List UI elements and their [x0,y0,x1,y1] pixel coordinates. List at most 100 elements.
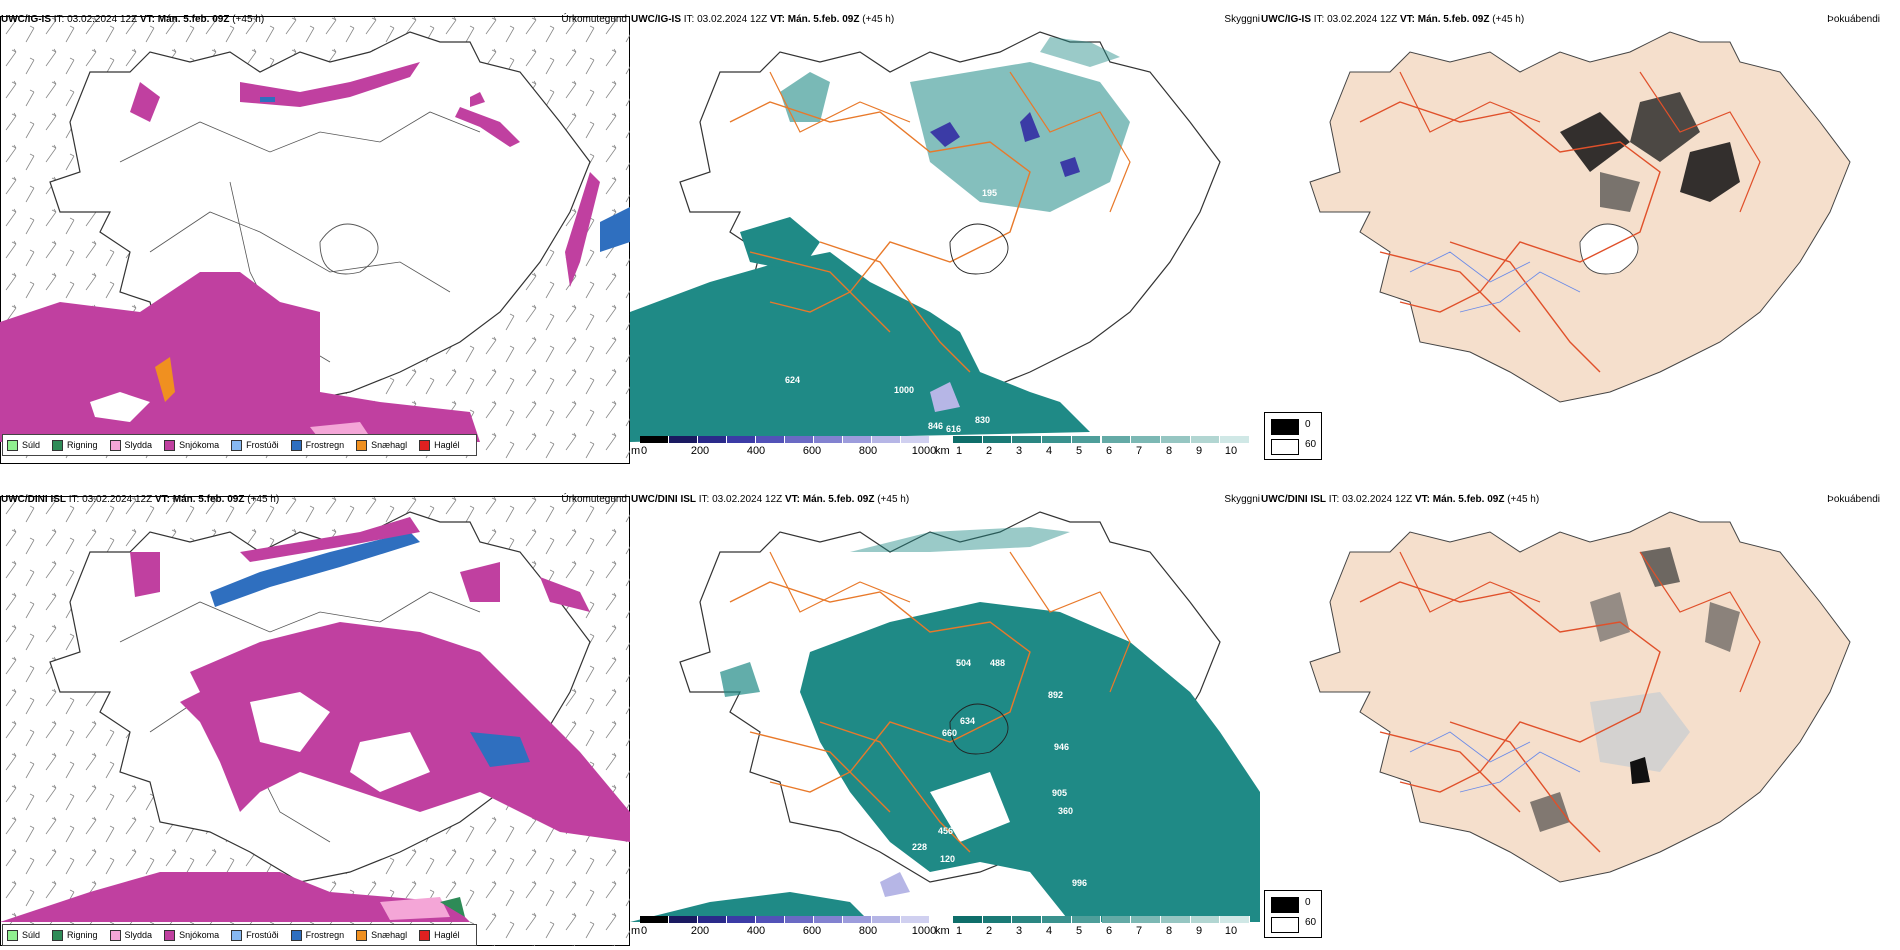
colorbar-segments [640,436,930,444]
legend-label: Snæhagl [371,930,408,940]
legend-swatch [290,439,302,451]
legend-label: Slydda [124,440,153,450]
colorbar-tick: 1000 [911,925,937,937]
colorbar-tick: 0 [640,925,648,937]
colorbar-segment [727,436,756,443]
legend-label: Frostúði [246,930,279,940]
fog-legend: 0 60 [1264,412,1322,460]
legend-label: Frostúði [246,440,279,450]
init-time: IT: 03.02.2024 12Z [1328,494,1413,505]
legend-swatch [419,929,431,941]
init-time: IT: 03.02.2024 12Z [1313,14,1398,25]
legend-label: Súld [22,930,41,940]
colorbar-tick: 200 [690,445,710,457]
colorbar-segment [1131,916,1161,923]
legend-item: Snæhagl [356,439,407,451]
colorbar-tick: 9 [1195,925,1203,937]
cloud-map [630,31,1221,442]
colorbar-unit: km [935,445,950,457]
colorbar-segment [698,436,727,443]
panel-header: UWC/DINI ISL IT: 03.02.2024 12Z VT: Mán.… [631,494,909,505]
legend-label: Rigning [67,930,98,940]
legend-label: Haglél [434,440,460,450]
fog-swatch-low [1271,917,1299,933]
model-name: UWC/DINI ISL [631,494,696,505]
init-time: IT: 03.02.2024 12Z [683,14,768,25]
cloud-base-colorbar: m 0 200 400 600 800 1000 [630,916,940,940]
model-name: UWC/IG-IS [1261,14,1311,25]
precip-panel-dini: UWC/DINI ISL IT: 03.02.2024 12Z VT: Mán.… [0,492,630,950]
cloud-label: 120 [940,854,956,864]
fog-label-high: 0 [1305,419,1311,430]
colorbar-segment [814,436,843,443]
colorbar-segment [872,916,901,923]
cloud-label: 195 [982,188,998,198]
panel-title: Skyggni [1224,14,1260,25]
cloud-label: 624 [785,375,801,385]
colorbar-tick: 1000 [911,445,937,457]
legend-item: Rigning [52,929,98,941]
precip-legend: Súld Rigning Slydda Snjókoma Frostúði Fr… [2,434,477,456]
colorbar-segment [1012,436,1043,443]
legend-swatch [52,439,64,451]
cloud-label: 946 [1054,742,1070,752]
legend-label: Súld [22,440,41,450]
colorbar-tick: 2 [985,445,993,457]
init-time: IT: 03.02.2024 12Z [698,494,783,505]
iceland-outline [1309,511,1851,883]
colorbar-segment [756,436,785,443]
colorbar-segment [1190,436,1221,443]
legend-item: Frostregn [290,929,344,941]
legend-swatch [52,929,64,941]
legend-item: Haglél [419,929,460,941]
colorbar-tick: 200 [690,925,710,937]
init-time: IT: 03.02.2024 12Z [68,494,153,505]
cloud-map [630,511,1260,922]
colorbar-tick: 5 [1075,925,1083,937]
iceland-outline [1309,31,1851,403]
colorbar-tick: 8 [1165,925,1173,937]
cloud-label: 504 [956,658,972,668]
colorbar-tick: 6 [1105,925,1113,937]
panel-title: Úrkomutegund [561,14,627,25]
colorbar-segment [1160,916,1191,923]
visibility-colorbar: km 1 2 3 4 5 6 7 8 9 10 [935,436,1255,460]
panel-header: UWC/IG-IS IT: 03.02.2024 12Z VT: Mán. 5.… [1261,14,1524,25]
lead-time: (+45 h) [232,14,265,25]
colorbar-tick: 600 [802,925,822,937]
fog-panel-dini: UWC/DINI ISL IT: 03.02.2024 12Z VT: Mán.… [1260,492,1890,950]
valid-prefix: VT: [154,494,170,505]
colorbar-tick: 7 [1135,925,1143,937]
fog-label-high: 0 [1305,897,1311,908]
colorbar-segment [1101,916,1132,923]
legend-label: Rigning [67,440,98,450]
cloud-label: 996 [1072,878,1088,888]
colorbar-segment [1131,436,1161,443]
colorbar-segment [1220,916,1250,923]
colorbar-tick: 10 [1224,445,1238,457]
colorbar-segment [698,916,727,923]
fog-label-low: 60 [1305,439,1317,450]
legend-item: Frostúði [231,439,279,451]
colorbar-segment [1012,916,1043,923]
colorbar-unit: km [935,925,950,937]
cloud-label: 1000 [894,385,915,395]
fog-panel-igis: UWC/IG-IS IT: 03.02.2024 12Z VT: Mán. 5.… [1260,12,1890,464]
cloud-label: 830 [975,415,991,425]
colorbar-tick: 600 [802,445,822,457]
legend-label: Snjókoma [179,440,220,450]
cloud-label: 228 [912,842,928,852]
lead-time: (+45 h) [1507,494,1540,505]
colorbar-tick: 800 [858,925,878,937]
panel-header: UWC/IG-IS IT: 03.02.2024 12Z VT: Mán. 5.… [631,14,894,25]
precip-map [0,16,630,464]
valid-prefix: VT: [139,14,155,25]
valid-time: Mán. 5.feb. 09Z [787,14,860,25]
colorbar-tick: 400 [746,445,766,457]
colorbar-tick: 3 [1015,925,1023,937]
colorbar-segment [756,916,785,923]
legend-swatch [164,439,176,451]
valid-time: Mán. 5.feb. 09Z [157,14,230,25]
cloud-label: 616 [946,424,962,434]
colorbar-segment [1220,436,1250,443]
